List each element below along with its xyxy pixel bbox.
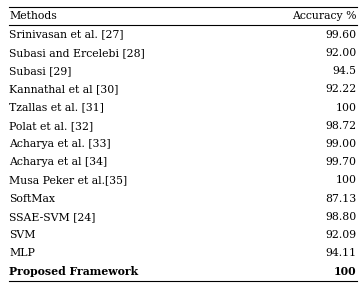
Text: Srinivasan et al. [27]: Srinivasan et al. [27] xyxy=(9,30,123,39)
Text: 92.22: 92.22 xyxy=(325,84,357,94)
Text: Methods: Methods xyxy=(9,11,57,21)
Text: Acharya et al. [33]: Acharya et al. [33] xyxy=(9,139,111,149)
Text: 99.60: 99.60 xyxy=(325,30,357,39)
Text: Tzallas et al. [31]: Tzallas et al. [31] xyxy=(9,103,104,113)
Text: 98.80: 98.80 xyxy=(325,212,357,222)
Text: SoftMax: SoftMax xyxy=(9,194,55,204)
Text: Musa Peker et al.[35]: Musa Peker et al.[35] xyxy=(9,175,127,185)
Text: 100: 100 xyxy=(334,266,357,277)
Text: SSAE-SVM [24]: SSAE-SVM [24] xyxy=(9,212,96,222)
Text: 94.5: 94.5 xyxy=(333,66,357,76)
Text: 98.72: 98.72 xyxy=(325,121,357,131)
Text: 94.11: 94.11 xyxy=(325,249,357,258)
Text: Proposed Framework: Proposed Framework xyxy=(9,266,138,277)
Text: 92.00: 92.00 xyxy=(325,48,357,58)
Text: 99.70: 99.70 xyxy=(325,157,357,167)
Text: 87.13: 87.13 xyxy=(325,194,357,204)
Text: Subasi [29]: Subasi [29] xyxy=(9,66,71,76)
Text: Polat et al. [32]: Polat et al. [32] xyxy=(9,121,93,131)
Text: 99.00: 99.00 xyxy=(325,139,357,149)
Text: MLP: MLP xyxy=(9,249,35,258)
Text: 92.09: 92.09 xyxy=(325,230,357,240)
Text: SVM: SVM xyxy=(9,230,35,240)
Text: 100: 100 xyxy=(336,175,357,185)
Text: Accuracy %: Accuracy % xyxy=(292,11,357,21)
Text: Kannathal et al [30]: Kannathal et al [30] xyxy=(9,84,118,94)
Text: Subasi and Ercelebi [28]: Subasi and Ercelebi [28] xyxy=(9,48,145,58)
Text: 100: 100 xyxy=(336,103,357,113)
Text: Acharya et al [34]: Acharya et al [34] xyxy=(9,157,107,167)
